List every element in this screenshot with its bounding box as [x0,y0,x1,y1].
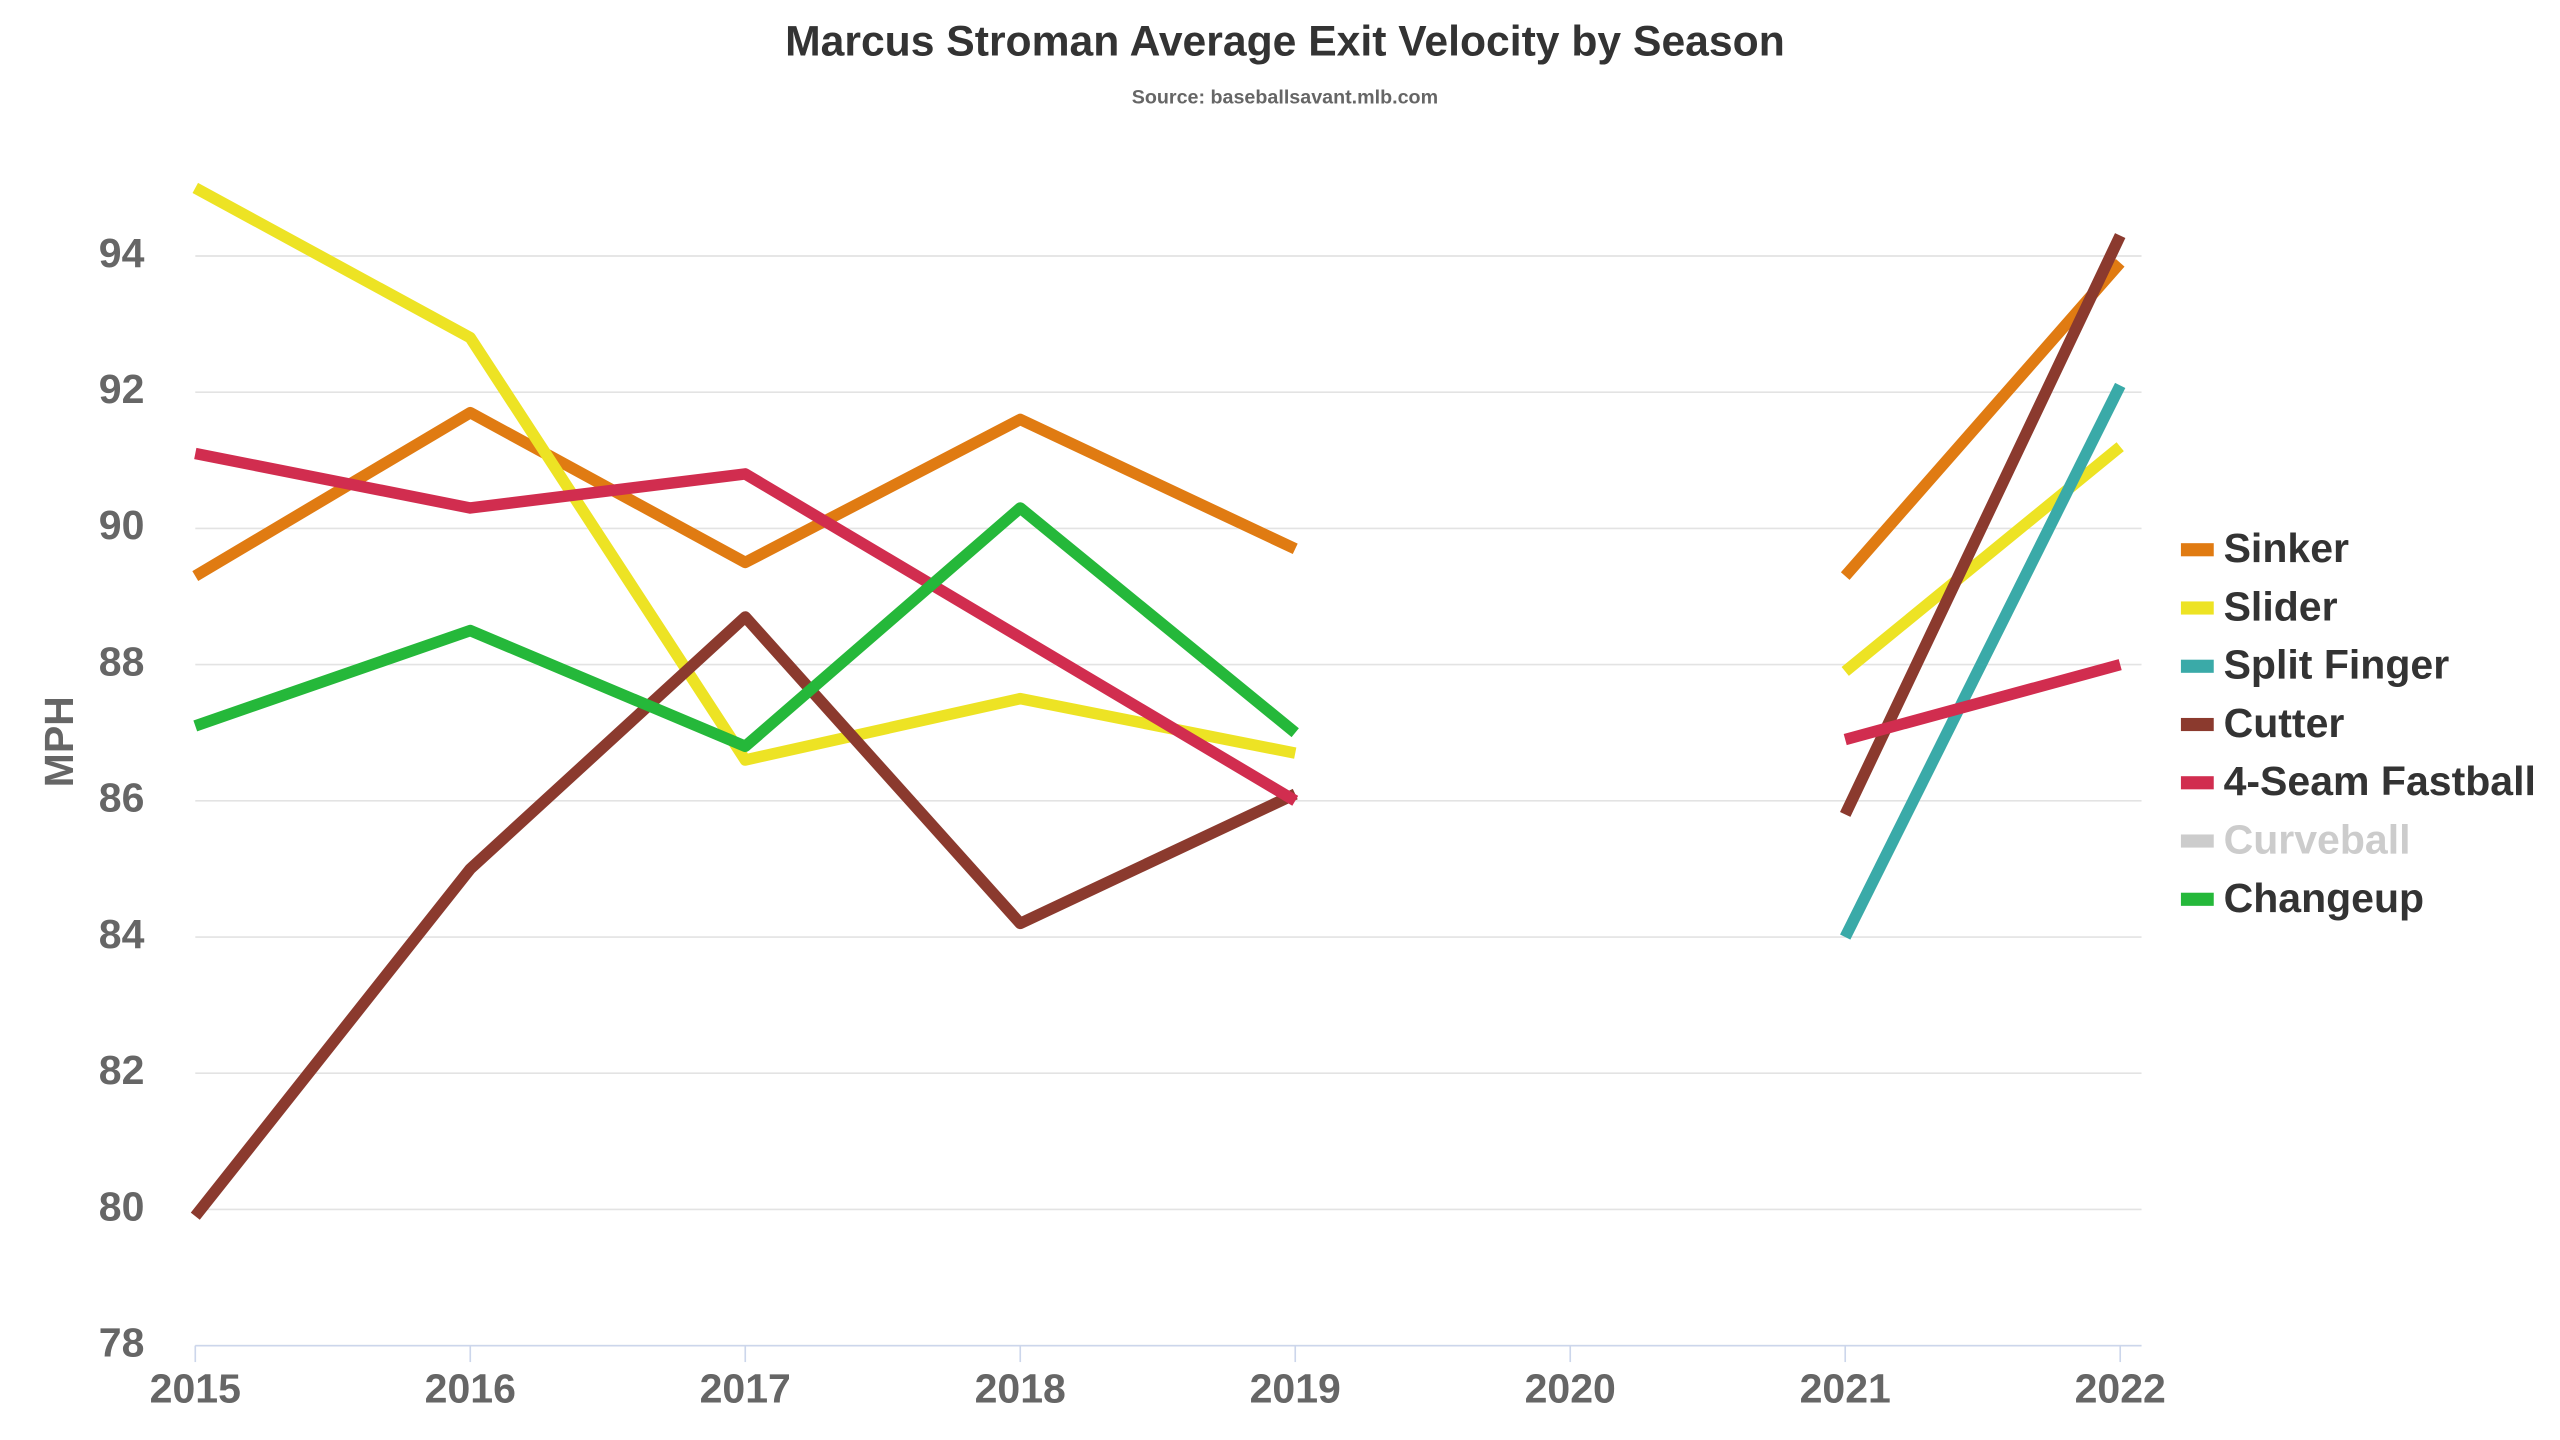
x-tick-label: 2020 [1525,1365,1616,1411]
series-line [190,233,2126,1220]
y-tick-label: 92 [99,366,145,412]
series-line [192,259,2125,582]
x-tick-label: 2021 [1800,1365,1891,1411]
series-line [192,182,2124,766]
series-line [1840,382,2126,940]
legend-swatch [2180,776,2214,790]
series-line [193,502,1299,753]
y-tick-label: 88 [99,638,145,684]
x-tick-label: 2019 [1250,1365,1341,1411]
y-tick-label: 82 [99,1047,145,1093]
y-tick-label: 90 [99,502,145,548]
legend-label: Slider [2224,583,2338,629]
y-tick-label: 86 [99,775,145,821]
legend-swatch [2180,601,2214,615]
legend-swatch [2180,659,2214,673]
y-tick-label: 84 [99,911,145,957]
legend-label: Sinker [2224,525,2349,571]
x-tick-label: 2015 [150,1365,241,1411]
legend-swatch [2180,543,2214,557]
legend-label: Split Finger [2224,642,2450,688]
y-axis-label: MPH [36,696,82,787]
y-tick-label: 94 [99,230,145,276]
series-line [194,447,2122,806]
legend-label: 4-Seam Fastball [2224,758,2536,804]
legend-label: Changeup [2224,875,2425,921]
y-tick-label: 78 [99,1319,145,1365]
chart-title: Marcus Stroman Average Exit Velocity by … [785,18,1785,66]
legend-swatch [2180,834,2214,848]
legend-swatch [2180,892,2214,906]
legend-swatch [2180,717,2214,732]
x-tick-label: 2022 [2075,1365,2166,1411]
x-tick-label: 2016 [425,1365,516,1411]
chart-subtitle: Source: baseballsavant.mlb.com [1132,87,1438,109]
x-tick-label: 2018 [975,1365,1066,1411]
x-tick-label: 2017 [700,1365,791,1411]
legend-label: Curveball [2224,816,2411,862]
y-tick-label: 80 [99,1183,145,1229]
legend-label: Cutter [2224,700,2345,746]
